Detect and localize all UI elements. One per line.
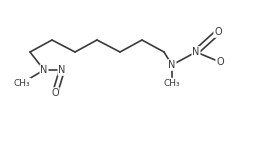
Text: N: N <box>168 60 176 70</box>
Text: N: N <box>192 47 200 57</box>
Text: O: O <box>214 27 222 37</box>
Text: CH₃: CH₃ <box>14 79 30 88</box>
Text: N: N <box>58 65 66 75</box>
Text: CH₃: CH₃ <box>164 79 180 88</box>
Text: O: O <box>51 88 59 98</box>
Text: O: O <box>216 57 224 67</box>
Text: N: N <box>40 65 48 75</box>
